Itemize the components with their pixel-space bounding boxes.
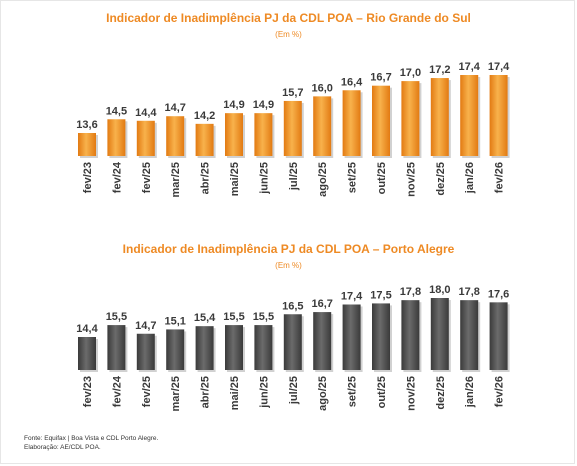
x-tick-label-poa-8: ago/25 xyxy=(317,376,329,411)
bar-poa-4 xyxy=(195,326,214,370)
x-tick-label-poa-0: fev/23 xyxy=(82,376,94,407)
x-tick-label-rs-3: mar/25 xyxy=(170,162,182,197)
data-label-poa-14: 17,6 xyxy=(488,288,509,300)
bar-chart-rs: 13,6 fev/23 14,5 fev/24 14,4 fev/25 14,7 mar/25… xyxy=(76,61,510,197)
x-tick-label-poa-10: out/25 xyxy=(376,376,388,408)
bar-rs-9 xyxy=(342,90,361,156)
data-label-poa-2: 14,7 xyxy=(135,320,156,332)
data-label-poa-7: 16,5 xyxy=(282,300,303,312)
chart-unit-poa: (Em %) xyxy=(275,261,302,270)
data-label-rs-11: 17,0 xyxy=(400,67,421,79)
x-tick-label-rs-0: fev/23 xyxy=(82,162,94,193)
chart-unit-rs: (Em %) xyxy=(275,30,302,39)
x-tick-label-rs-9: set/25 xyxy=(347,162,359,193)
data-label-rs-3: 14,7 xyxy=(164,102,185,114)
bar-rs-7 xyxy=(283,100,302,156)
x-tick-label-poa-6: jun/25 xyxy=(258,376,270,409)
data-label-poa-12: 18,0 xyxy=(429,284,450,296)
data-label-poa-8: 16,7 xyxy=(311,298,332,310)
data-label-rs-8: 16,0 xyxy=(311,82,332,94)
x-tick-label-rs-4: abr/25 xyxy=(200,162,212,194)
data-label-rs-7: 15,7 xyxy=(282,87,303,99)
bar-rs-4 xyxy=(195,123,214,156)
bar-poa-10 xyxy=(372,303,390,370)
data-label-poa-10: 17,5 xyxy=(370,289,391,301)
bar-poa-14 xyxy=(489,302,508,370)
bar-poa-13 xyxy=(460,300,479,370)
bar-rs-5 xyxy=(225,113,243,156)
bar-poa-2 xyxy=(136,333,155,370)
x-tick-label-poa-13: jan/26 xyxy=(464,376,476,408)
x-tick-label-rs-10: out/25 xyxy=(376,162,388,194)
bar-poa-3 xyxy=(166,329,185,370)
data-label-rs-12: 17,2 xyxy=(429,64,450,76)
x-tick-label-rs-5: mai/25 xyxy=(229,162,241,196)
source-note: Fonte: Equifax | Boa Vista e CDL Porto A… xyxy=(24,435,159,442)
data-label-rs-5: 14,9 xyxy=(223,99,244,111)
bar-poa-6 xyxy=(254,325,273,370)
data-label-poa-13: 17,8 xyxy=(458,286,479,298)
x-tick-label-poa-5: mai/25 xyxy=(229,376,241,410)
x-tick-label-rs-13: jan/26 xyxy=(464,162,476,194)
x-tick-label-poa-14: fev/26 xyxy=(494,376,506,407)
elaboration-note: Elaboração: AE/CDL POA. xyxy=(24,444,101,451)
x-tick-label-poa-2: fev/25 xyxy=(141,376,153,407)
bar-rs-6 xyxy=(254,113,273,156)
x-tick-label-rs-1: fev/24 xyxy=(111,161,123,193)
x-tick-label-rs-6: jun/25 xyxy=(258,162,270,195)
x-tick-label-rs-8: ago/25 xyxy=(317,162,329,197)
data-label-rs-10: 16,7 xyxy=(370,72,391,84)
bar-poa-11 xyxy=(401,300,420,370)
bar-poa-9 xyxy=(342,304,361,370)
data-label-poa-6: 15,5 xyxy=(253,311,274,323)
data-label-poa-11: 17,8 xyxy=(400,286,421,298)
x-tick-label-poa-1: fev/24 xyxy=(111,375,123,407)
data-label-poa-9: 17,4 xyxy=(341,291,363,303)
data-label-rs-14: 17,4 xyxy=(488,61,510,73)
bar-poa-1 xyxy=(107,325,126,370)
bar-rs-13 xyxy=(460,75,479,156)
x-tick-label-rs-14: fev/26 xyxy=(494,162,506,193)
bar-rs-1 xyxy=(107,119,126,156)
bar-poa-5 xyxy=(225,325,243,370)
data-label-poa-1: 15,5 xyxy=(106,311,127,323)
data-label-rs-4: 14,2 xyxy=(194,110,215,122)
bar-rs-3 xyxy=(166,116,185,156)
data-label-rs-9: 16,4 xyxy=(341,76,363,88)
bar-poa-8 xyxy=(313,312,332,370)
x-tick-label-poa-9: set/25 xyxy=(347,376,359,407)
x-tick-label-poa-11: nov/25 xyxy=(405,376,417,411)
data-label-rs-1: 14,5 xyxy=(106,105,127,117)
bar-rs-2 xyxy=(136,120,155,156)
x-tick-label-rs-11: nov/25 xyxy=(405,162,417,197)
data-label-poa-3: 15,1 xyxy=(164,315,185,327)
x-tick-label-poa-4: abr/25 xyxy=(200,376,212,408)
bar-chart-poa: 14,4 fev/23 15,5 fev/24 14,7 fev/25 15,1 mar/25… xyxy=(76,284,510,411)
data-label-rs-6: 14,9 xyxy=(253,99,274,111)
x-tick-label-poa-7: jul/25 xyxy=(288,376,300,405)
data-label-rs-0: 13,6 xyxy=(76,119,97,131)
x-tick-label-rs-7: jul/25 xyxy=(288,162,300,191)
bar-poa-0 xyxy=(78,337,96,370)
data-label-poa-5: 15,5 xyxy=(223,311,244,323)
x-tick-label-rs-2: fev/25 xyxy=(141,162,153,193)
bar-rs-11 xyxy=(401,81,420,156)
x-tick-label-poa-3: mar/25 xyxy=(170,376,182,411)
chart-title-poa: Indicador de Inadimplência PJ da CDL POA… xyxy=(122,242,455,256)
bar-rs-14 xyxy=(489,75,508,156)
bar-rs-8 xyxy=(313,96,332,156)
x-tick-label-poa-12: dez/25 xyxy=(435,376,447,410)
data-label-poa-4: 15,4 xyxy=(194,312,216,324)
bar-rs-0 xyxy=(78,133,96,156)
data-label-rs-2: 14,4 xyxy=(135,107,157,119)
chart-title-rs: Indicador de Inadimplência PJ da CDL POA… xyxy=(106,11,471,25)
bar-poa-12 xyxy=(430,298,449,370)
bar-poa-7 xyxy=(283,314,302,370)
data-label-rs-13: 17,4 xyxy=(458,61,480,73)
x-tick-label-rs-12: dez/25 xyxy=(435,162,447,196)
bar-rs-12 xyxy=(430,78,449,156)
data-label-poa-0: 14,4 xyxy=(76,323,98,335)
bar-rs-10 xyxy=(372,85,390,156)
